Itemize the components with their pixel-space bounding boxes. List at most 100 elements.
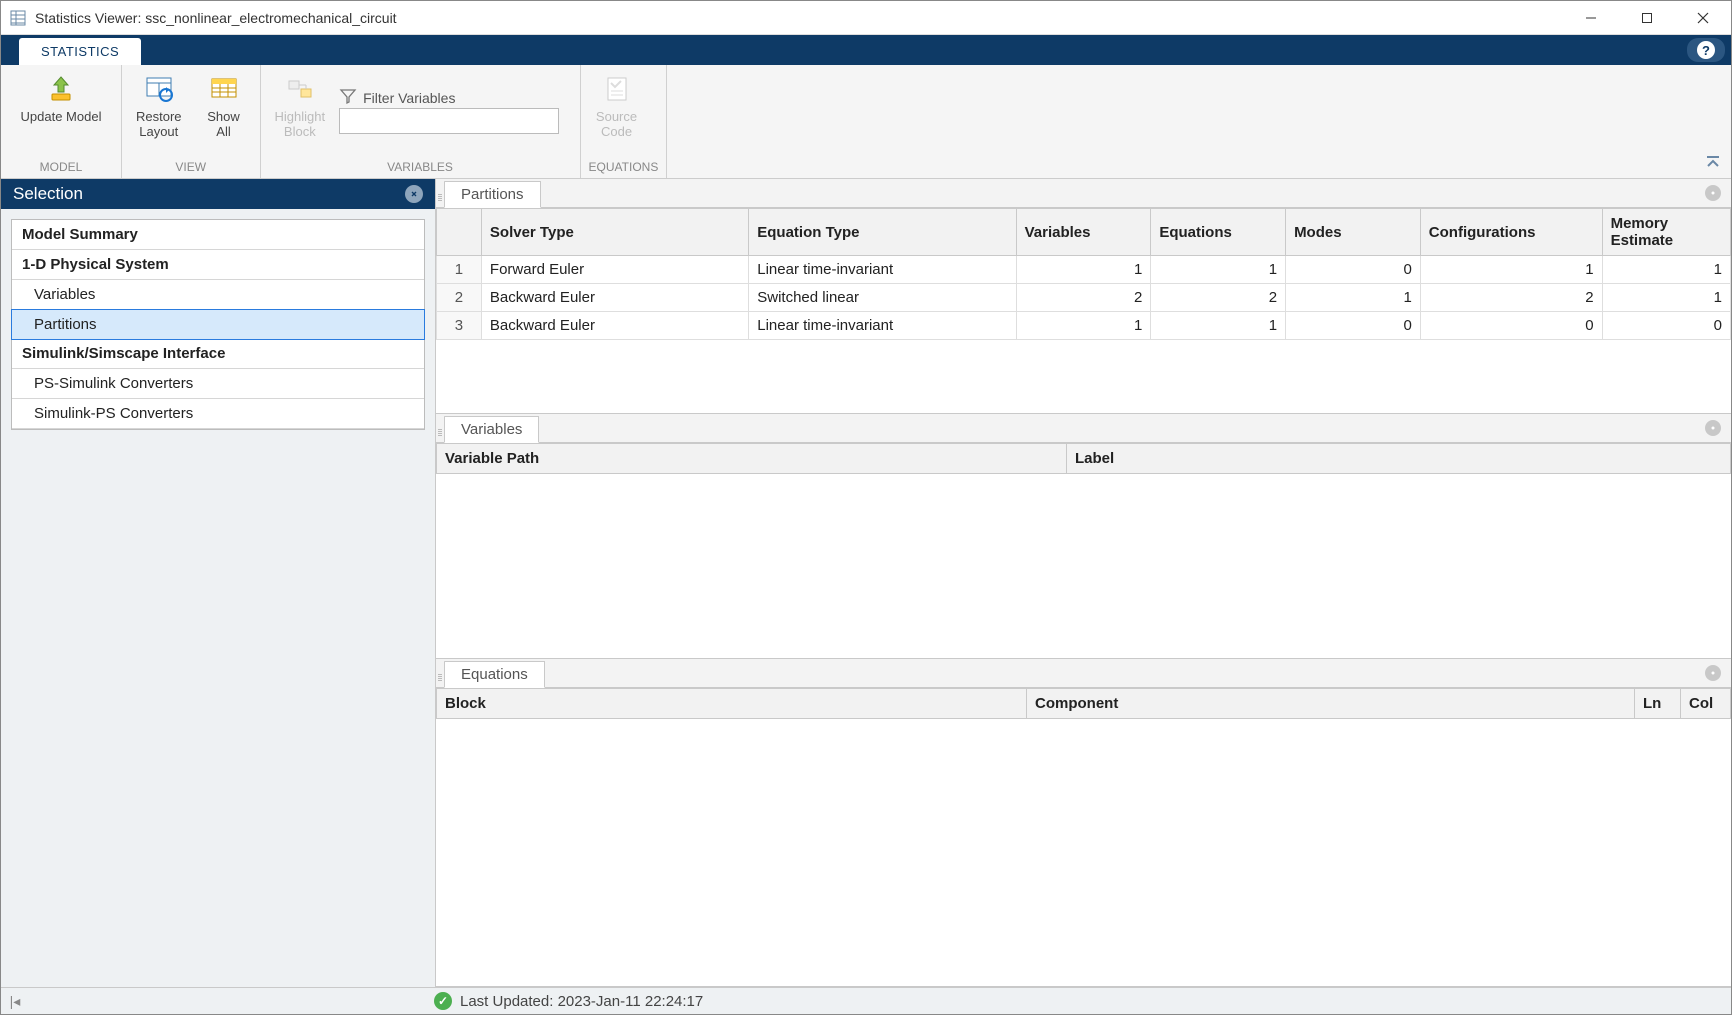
source-code-button: Source Code [589,69,645,143]
col-modes[interactable]: Modes [1286,209,1421,256]
ribbon-group-equations: Source Code EQUATIONS [581,65,668,178]
tree-item[interactable]: 1-D Physical System [12,250,424,280]
cell-memory: 0 [1602,312,1730,340]
row-number: 2 [437,284,482,312]
status-text: Last Updated: 2023-Jan-11 22:24:17 [460,993,703,1010]
toolstrip-tabs: STATISTICS ? [1,35,1731,65]
filter-icon [339,87,357,108]
ribbon-group-view: Restore Layout Show All VIEW [122,65,261,178]
titlebar: Statistics Viewer: ssc_nonlinear_electro… [1,1,1731,35]
cell-modes: 0 [1286,256,1421,284]
status-ok-icon: ✓ [434,992,452,1010]
collapse-ribbon-button[interactable] [1705,155,1721,172]
cell-configurations: 1 [1420,256,1602,284]
equations-table[interactable]: Block Component Ln Col [436,688,1731,719]
col-solver-type[interactable]: Solver Type [481,209,748,256]
ribbon-group-variables: Highlight Block Filter Variables VARIABL… [261,65,581,178]
col-equation-type[interactable]: Equation Type [749,209,1016,256]
ribbon: Update Model MODEL Restore Layout Show A… [1,65,1731,179]
cell-solver: Backward Euler [481,312,748,340]
help-icon: ? [1697,41,1715,59]
col-col[interactable]: Col [1681,689,1731,719]
cell-modes: 1 [1286,284,1421,312]
tree-item[interactable]: Model Summary [12,220,424,250]
variables-table[interactable]: Variable Path Label [436,443,1731,474]
pane-settings-button[interactable] [1705,420,1721,436]
show-all-button[interactable]: Show All [196,69,252,143]
restore-layout-label-l2: Layout [139,124,178,139]
cell-eqtype: Linear time-invariant [749,312,1016,340]
restore-layout-button[interactable]: Restore Layout [130,69,188,143]
tree-item[interactable]: Variables [12,280,424,310]
cell-equations: 2 [1151,284,1286,312]
cell-eqtype: Switched linear [749,284,1016,312]
table-row[interactable]: 2Backward EulerSwitched linear22121 [437,284,1731,312]
variables-pane: Variables Variable Path Label [436,414,1731,659]
filter-variables-input[interactable] [339,108,559,134]
col-rowno [437,209,482,256]
col-block[interactable]: Block [437,689,1027,719]
table-row[interactable]: 1Forward EulerLinear time-invariant11011 [437,256,1731,284]
close-button[interactable] [1675,1,1731,35]
update-model-button[interactable]: Update Model [9,69,113,128]
minimize-button[interactable] [1563,1,1619,35]
ribbon-group-model-label: MODEL [9,158,113,178]
pane-settings-button[interactable] [1705,665,1721,681]
update-model-icon [45,73,77,105]
row-number: 1 [437,256,482,284]
partitions-table[interactable]: Solver Type Equation Type Variables Equa… [436,208,1731,340]
cell-solver: Backward Euler [481,284,748,312]
highlight-block-button: Highlight Block [269,69,332,143]
maximize-button[interactable] [1619,1,1675,35]
tree-item[interactable]: Simulink-PS Converters [12,399,424,429]
col-memory-estimate[interactable]: Memory Estimate [1602,209,1730,256]
pane-settings-button[interactable] [1705,185,1721,201]
window-title: Statistics Viewer: ssc_nonlinear_electro… [35,10,1563,26]
nav-back-button[interactable]: |◂ [1,993,29,1010]
equations-tab[interactable]: Equations [444,661,545,688]
tree-item[interactable]: Simulink/Simscape Interface [12,339,424,369]
cell-solver: Forward Euler [481,256,748,284]
main-area: Selection Model Summary1-D Physical Syst… [1,179,1731,987]
highlight-block-icon [284,73,316,105]
cell-configurations: 0 [1420,312,1602,340]
col-label[interactable]: Label [1067,444,1731,474]
col-ln[interactable]: Ln [1635,689,1681,719]
help-button[interactable]: ? [1687,38,1725,62]
col-equations[interactable]: Equations [1151,209,1286,256]
show-all-icon [208,73,240,105]
ribbon-group-variables-label: VARIABLES [269,158,572,178]
cell-equations: 1 [1151,312,1286,340]
source-code-label-l1: Source [596,109,637,124]
filter-variables-label: Filter Variables [363,90,455,106]
cell-configurations: 2 [1420,284,1602,312]
equations-pane: Equations Block Component Ln Col [436,659,1731,987]
pane-grip[interactable] [436,423,444,442]
tree-item[interactable]: Partitions [11,309,425,340]
source-code-icon [601,73,633,105]
col-component[interactable]: Component [1027,689,1635,719]
variables-tab[interactable]: Variables [444,416,539,443]
col-variables[interactable]: Variables [1016,209,1151,256]
show-all-label-l1: Show [207,109,240,124]
source-code-label-l2: Code [601,124,632,139]
app-icon [9,9,27,27]
col-variable-path[interactable]: Variable Path [437,444,1067,474]
pane-grip[interactable] [436,668,444,687]
partitions-pane: Partitions Solver Type Equation Type Var… [436,179,1731,414]
col-configurations[interactable]: Configurations [1420,209,1602,256]
ribbon-group-view-label: VIEW [130,158,252,178]
ribbon-group-model: Update Model MODEL [1,65,122,178]
selection-close-button[interactable] [405,185,423,203]
restore-layout-label-l1: Restore [136,109,182,124]
cell-variables: 1 [1016,256,1151,284]
tree-item[interactable]: PS-Simulink Converters [12,369,424,399]
selection-header: Selection [1,179,435,209]
status-strip: |◂ ✓ Last Updated: 2023-Jan-11 22:24:17 [1,987,1731,1014]
partitions-tab[interactable]: Partitions [444,181,541,208]
ribbon-group-equations-label: EQUATIONS [589,158,659,178]
pane-grip[interactable] [436,188,444,207]
cell-eqtype: Linear time-invariant [749,256,1016,284]
table-row[interactable]: 3Backward EulerLinear time-invariant1100… [437,312,1731,340]
tab-statistics[interactable]: STATISTICS [19,38,141,65]
